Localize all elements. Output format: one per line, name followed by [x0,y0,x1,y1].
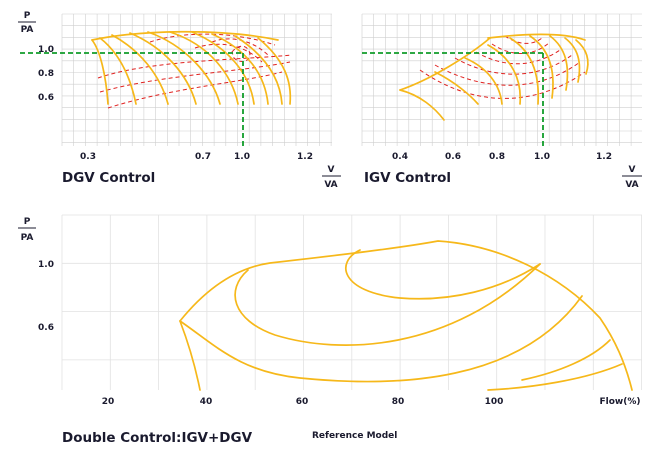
igv-x-denominator: VA [625,180,638,190]
dgv-x-tick-0-7: 0.7 [195,152,211,162]
dgv-y-tick-0-8: 0.8 [38,69,54,79]
dgv-y-denominator: PA [21,25,34,35]
dgv-x-denominator: VA [324,180,337,190]
igv-grid [361,13,642,146]
double-y-numerator: P [24,217,31,227]
dgv-title: DGV Control [62,170,155,186]
dgv-x-tick-1-2: 1.2 [297,152,313,162]
igv-x-tick-0-4: 0.4 [392,152,408,162]
dgv-panel: P PA 1.0 0.8 0.6 [18,11,341,190]
double-title: Double Control:IGV+DGV [62,430,253,446]
double-panel: P PA 1.0 0.6 20 40 60 80 100 Flow(%) [18,214,642,446]
double-efficiency-contours [179,240,633,391]
igv-title: IGV Control [364,170,451,186]
double-grid [61,214,642,390]
double-x-tick-20: 20 [102,397,115,407]
reference-model-label: Reference Model [312,431,397,441]
double-x-tick-60: 60 [296,397,309,407]
double-x-tick-100: 100 [485,397,504,407]
double-x-tick-80: 80 [392,397,405,407]
double-x-tick-40: 40 [200,397,213,407]
double-y-tick-0-6: 0.6 [38,323,54,333]
double-y-tick-1-0: 1.0 [38,260,54,270]
igv-panel: 0.4 0.6 0.8 1.0 1.2 IGV Control V VA [361,13,642,190]
dgv-y-tick-1-0: 1.0 [38,45,54,55]
igv-characteristic-curves [399,33,589,121]
igv-x-tick-1-0: 1.0 [534,152,550,162]
igv-x-tick-0-8: 0.8 [489,152,505,162]
dgv-x-tick-1-0: 1.0 [234,152,250,162]
igv-x-tick-1-2: 1.2 [596,152,612,162]
double-x-axis-label: Flow(%) [600,397,641,407]
dgv-y-tick-0-6: 0.6 [38,93,54,103]
dgv-characteristic-curves [91,30,292,105]
double-y-denominator: PA [21,233,34,243]
dgv-x-tick-0-3: 0.3 [80,152,96,162]
igv-x-numerator: V [629,165,636,175]
dgv-x-numerator: V [328,165,335,175]
dgv-y-numerator: P [24,11,31,21]
igv-x-tick-0-6: 0.6 [445,152,461,162]
